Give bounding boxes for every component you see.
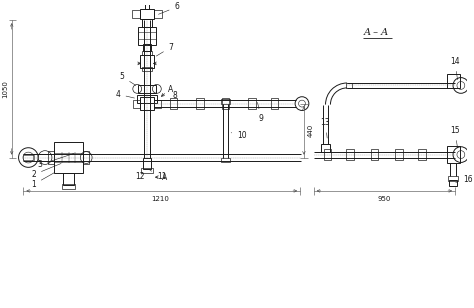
Bar [140,55,154,68]
Text: 7: 7 [156,43,173,56]
Text: 440: 440 [308,124,314,137]
Bar [142,67,152,71]
Bar [140,10,154,19]
Text: 9: 9 [257,102,264,123]
Text: 14: 14 [450,57,460,80]
Bar [63,173,74,185]
Bar [324,149,331,160]
Bar [143,157,151,169]
Text: 10: 10 [231,131,247,140]
Bar [449,180,457,186]
Text: 950: 950 [378,196,391,202]
Bar [23,155,34,160]
Text: 4: 4 [116,90,135,99]
Bar [447,146,460,164]
Bar [154,10,162,18]
Bar [138,85,156,93]
Text: 1050: 1050 [2,80,8,98]
Text: 1: 1 [31,173,55,189]
Bar [447,74,460,88]
Bar [142,51,152,55]
Bar [133,100,140,107]
Text: 8: 8 [172,91,177,100]
Text: A: A [168,85,173,94]
Bar [170,98,177,109]
Text: 6: 6 [158,2,179,14]
Text: 13: 13 [320,118,330,138]
Text: 11: 11 [150,170,166,181]
Bar [395,149,403,160]
Text: A: A [162,173,167,182]
Text: 2: 2 [31,164,61,179]
Bar [138,27,156,45]
Bar [154,100,161,107]
Bar [371,149,379,160]
Bar [221,98,229,109]
Bar [448,176,458,181]
Bar [220,99,230,103]
Text: 1210: 1210 [151,196,169,202]
Bar [320,144,330,152]
Bar [220,157,230,162]
Bar [145,4,149,10]
Bar [48,151,54,164]
Bar [196,98,204,109]
Bar [143,44,151,51]
Bar [142,19,152,27]
Text: 12: 12 [135,172,145,181]
Text: A – A: A – A [364,27,389,37]
Bar [141,168,153,173]
Bar [248,98,256,109]
Bar [137,95,157,103]
Bar [418,149,426,160]
Bar [83,151,89,164]
Text: 3: 3 [37,153,74,169]
Bar [140,97,154,111]
Bar [271,98,278,109]
Text: 15: 15 [450,126,460,148]
Bar [132,10,140,18]
Bar [54,142,83,173]
Bar [62,184,75,189]
Bar [346,83,352,88]
Bar [346,149,354,160]
Text: 16: 16 [456,175,473,184]
Text: 5: 5 [119,72,136,85]
